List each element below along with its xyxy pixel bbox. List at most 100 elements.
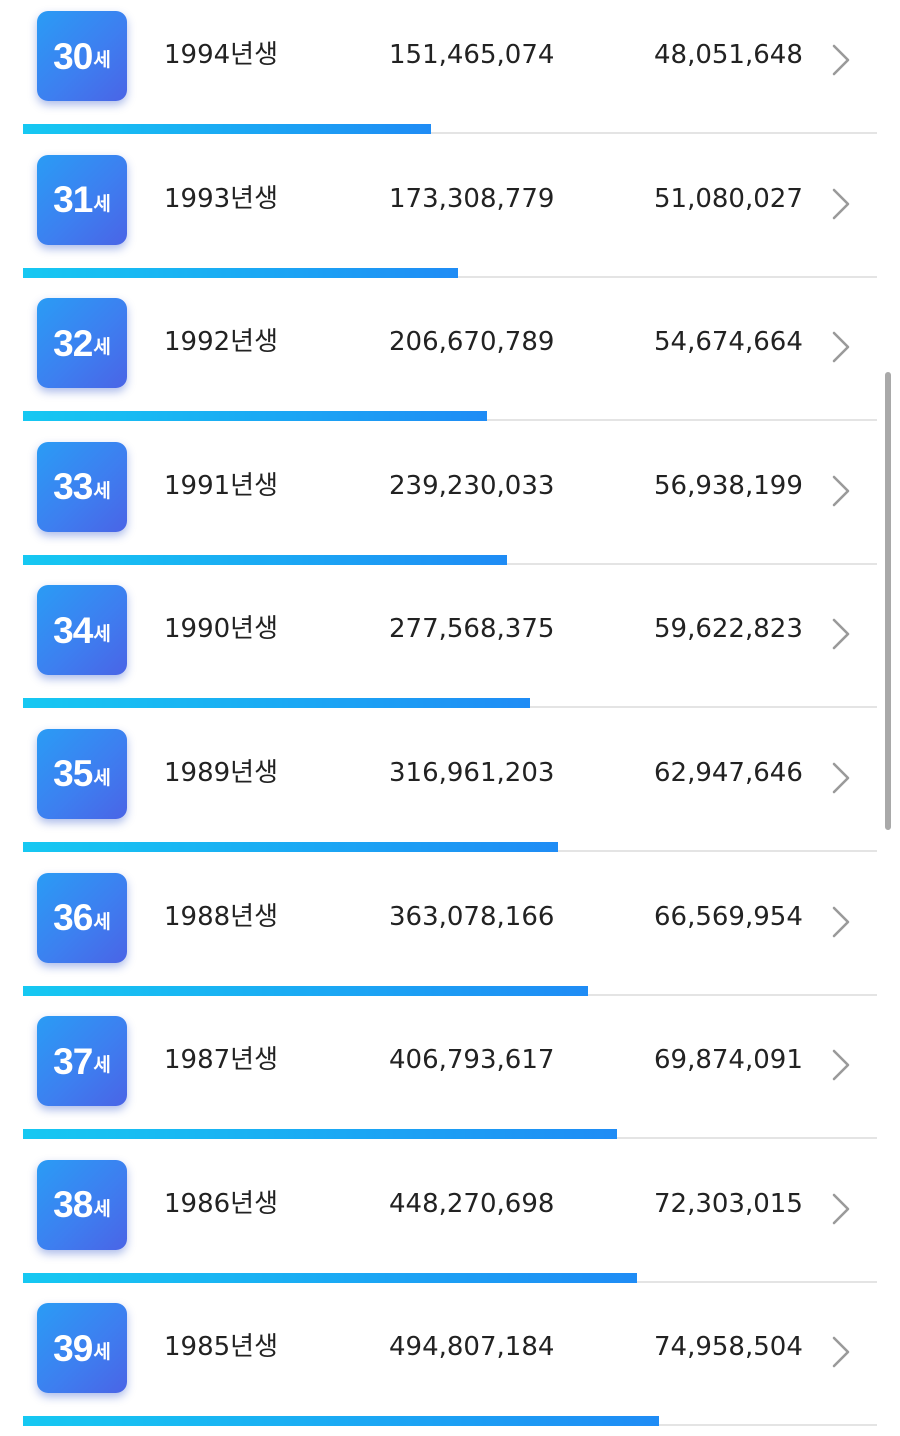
progress-track — [23, 267, 877, 278]
total-amount: 173,308,779 — [389, 183, 555, 214]
scrollbar[interactable] — [885, 372, 891, 830]
list-item[interactable]: 30 세 1994년생 151,465,074 48,051,648 — [0, 0, 900, 144]
birth-year: 1986년생 — [164, 1188, 279, 1219]
list-item[interactable]: 36 세 1988년생 363,078,166 66,569,954 — [0, 862, 900, 1006]
age-number: 39 — [53, 1327, 93, 1369]
age-unit: 세 — [93, 479, 111, 502]
age-badge: 38 세 — [37, 1159, 127, 1250]
age-unit: 세 — [93, 1197, 111, 1220]
monthly-amount: 51,080,027 — [654, 183, 803, 214]
age-unit: 세 — [93, 623, 111, 646]
monthly-amount: 66,569,954 — [654, 901, 803, 932]
chevron-right-icon[interactable] — [828, 904, 856, 940]
track-line — [23, 132, 877, 134]
age-badge: 30 세 — [37, 11, 127, 101]
total-amount: 277,568,375 — [389, 614, 555, 645]
monthly-amount: 54,674,664 — [654, 327, 803, 358]
birth-year: 1988년생 — [164, 901, 279, 932]
birth-year: 1989년생 — [164, 757, 279, 788]
total-amount: 151,465,074 — [389, 40, 555, 70]
monthly-amount: 72,303,015 — [654, 1188, 803, 1219]
progress-bar — [23, 985, 589, 996]
age-number: 38 — [53, 1184, 93, 1226]
total-amount: 239,230,033 — [389, 470, 555, 501]
progress-track — [23, 124, 877, 134]
birth-year: 1987년생 — [164, 1045, 279, 1076]
list-item[interactable]: 33 세 1991년생 239,230,033 56,938,199 — [0, 431, 900, 575]
age-badge: 31 세 — [37, 154, 127, 245]
progress-track — [23, 1272, 877, 1283]
age-unit: 세 — [93, 910, 111, 933]
progress-track — [23, 1416, 877, 1427]
progress-track — [23, 985, 877, 996]
age-number: 33 — [53, 466, 93, 508]
chevron-right-icon[interactable] — [828, 1191, 856, 1227]
birth-year: 1993년생 — [164, 183, 279, 214]
list-item[interactable]: 32 세 1992년생 206,670,789 54,674,664 — [0, 287, 900, 431]
monthly-amount: 62,947,646 — [654, 757, 803, 788]
age-number: 31 — [53, 179, 93, 221]
chevron-right-icon[interactable] — [828, 760, 856, 796]
age-number: 30 — [53, 35, 93, 77]
list-item[interactable]: 39 세 1985년생 494,807,184 74,958,504 — [0, 1292, 900, 1436]
progress-bar — [23, 841, 558, 852]
progress-track — [23, 698, 877, 709]
chevron-right-icon[interactable] — [828, 1334, 856, 1370]
list-item[interactable]: 31 세 1993년생 173,308,779 51,080,027 — [0, 144, 900, 288]
total-amount: 206,670,789 — [389, 327, 555, 358]
progress-track — [23, 841, 877, 852]
age-badge: 36 세 — [37, 872, 127, 963]
progress-track — [23, 1129, 877, 1140]
age-badge: 34 세 — [37, 585, 127, 676]
birth-year: 1990년생 — [164, 614, 279, 645]
total-amount: 494,807,184 — [389, 1332, 555, 1363]
monthly-amount: 69,874,091 — [654, 1045, 803, 1076]
age-number: 37 — [53, 1040, 93, 1082]
total-amount: 406,793,617 — [389, 1045, 555, 1076]
age-unit: 세 — [93, 49, 111, 71]
total-amount: 448,270,698 — [389, 1188, 555, 1219]
chevron-right-icon[interactable] — [828, 329, 856, 365]
age-unit: 세 — [93, 192, 111, 215]
progress-bar — [23, 1416, 660, 1427]
age-number: 36 — [53, 897, 93, 939]
monthly-amount: 59,622,823 — [654, 614, 803, 645]
age-badge: 33 세 — [37, 441, 127, 532]
list-item[interactable]: 38 세 1986년생 448,270,698 72,303,015 — [0, 1149, 900, 1293]
age-unit: 세 — [93, 1054, 111, 1077]
progress-bar — [23, 124, 432, 134]
chevron-right-icon[interactable] — [828, 1047, 856, 1083]
total-amount: 316,961,203 — [389, 757, 555, 788]
birth-year: 1994년생 — [164, 40, 279, 70]
monthly-amount: 56,938,199 — [654, 470, 803, 501]
age-number: 32 — [53, 322, 93, 364]
age-unit: 세 — [93, 1341, 111, 1364]
total-amount: 363,078,166 — [389, 901, 555, 932]
age-badge: 32 세 — [37, 298, 127, 389]
age-unit: 세 — [93, 766, 111, 789]
birth-year: 1992년생 — [164, 327, 279, 358]
progress-bar — [23, 411, 487, 422]
list-item[interactable]: 35 세 1989년생 316,961,203 62,947,646 — [0, 718, 900, 862]
progress-bar — [23, 698, 531, 709]
chevron-right-icon[interactable] — [828, 616, 856, 652]
progress-bar — [23, 267, 458, 278]
age-number: 34 — [53, 609, 93, 651]
age-badge: 35 세 — [37, 728, 127, 819]
birth-year: 1991년생 — [164, 470, 279, 501]
progress-track — [23, 554, 877, 565]
age-unit: 세 — [93, 336, 111, 359]
progress-bar — [23, 1129, 618, 1140]
progress-track — [23, 411, 877, 422]
progress-bar — [23, 1272, 638, 1283]
birth-year: 1985년생 — [164, 1332, 279, 1363]
monthly-amount: 48,051,648 — [654, 40, 803, 70]
chevron-right-icon[interactable] — [828, 186, 856, 222]
list-item[interactable]: 34 세 1990년생 277,568,375 59,622,823 — [0, 574, 900, 718]
chevron-right-icon[interactable] — [828, 473, 856, 509]
list-item[interactable]: 37 세 1987년생 406,793,617 69,874,091 — [0, 1005, 900, 1149]
monthly-amount: 74,958,504 — [654, 1332, 803, 1363]
chevron-right-icon[interactable] — [828, 42, 856, 78]
age-badge: 39 세 — [37, 1303, 127, 1394]
